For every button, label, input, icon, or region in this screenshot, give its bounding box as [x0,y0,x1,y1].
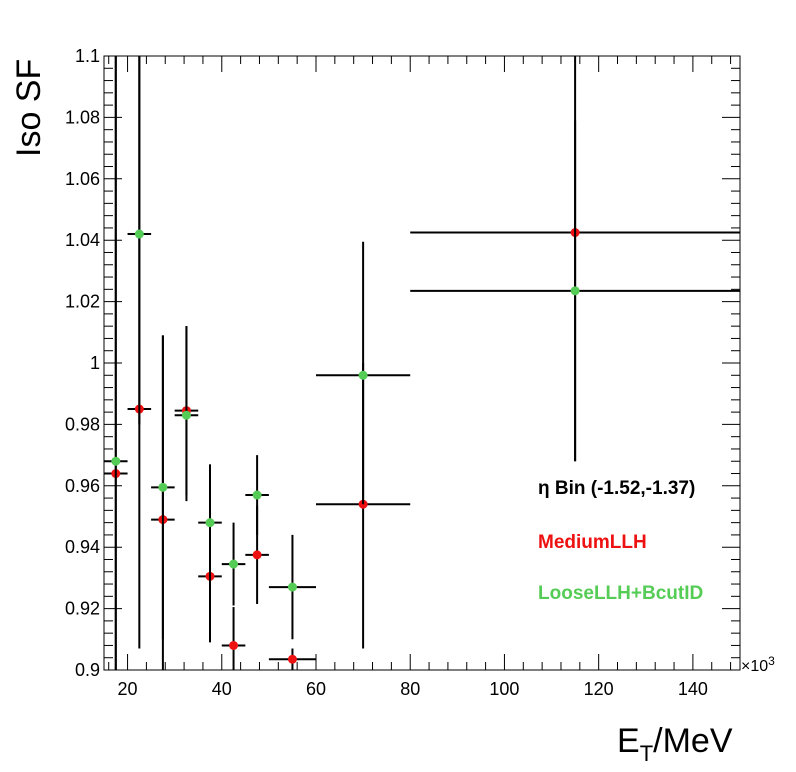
y-tick-label: 1.08 [65,107,100,127]
x-tick-label: 20 [118,679,138,699]
data-point [111,456,121,466]
y-tick-label: 1.1 [75,46,100,66]
data-point [134,229,144,239]
x-axis-multiplier: ×103 [741,654,775,675]
x-axis-ticks: 20 40 60 80 100 120 140 [108,56,732,699]
data-point [158,482,168,492]
x-axis-multiplier-exponent: 3 [768,654,775,668]
y-tick-label: 1.02 [65,292,100,312]
y-tick-label: 0.92 [65,599,100,619]
series-loosellh-bcutid [104,56,740,670]
data-point [570,286,580,296]
x-tick-label: 60 [306,679,326,699]
legend-mediumllh: MediumLLH [538,532,647,553]
y-tick-label: 1.04 [65,230,100,250]
y-tick-label: 0.98 [65,414,100,434]
x-tick-label: 140 [678,679,708,699]
x-axis-title: ET/MeV [617,722,733,766]
legend-loosellh-bcutid: LooseLLH+BcutID [538,583,703,604]
data-point [252,550,262,560]
y-tick-label: 1 [90,353,100,373]
data-point [358,370,368,380]
series-layer [104,56,740,670]
data-point [229,559,239,569]
y-axis-ticks: 0.9 0.92 0.94 0.96 0.98 1 1.02 1.04 1.06 1.08 1.1 [65,46,740,680]
x-axis-title-sub: T [640,741,653,766]
data-point [287,654,297,664]
data-point [205,518,215,528]
x-axis-multiplier-base: ×10 [741,658,768,675]
x-axis-title-rest: /MeV [653,722,733,760]
eta-bin-annotation: η Bin (-1.52,-1.37) [538,478,695,499]
data-point [181,410,191,420]
data-point [252,490,262,500]
data-point [287,582,297,592]
series-mediumllh [104,56,740,670]
x-tick-label: 120 [584,679,614,699]
y-tick-label: 0.94 [65,537,100,557]
y-tick-label: 0.9 [75,660,100,680]
x-axis-title-main: E [617,722,640,760]
data-point [229,640,239,650]
x-tick-label: 40 [212,679,232,699]
plot-frame [103,55,741,671]
y-tick-label: 1.06 [65,169,100,189]
x-tick-label: 100 [489,679,519,699]
y-tick-label: 0.96 [65,476,100,496]
x-tick-label: 80 [400,679,420,699]
y-axis-title: Iso SF [10,59,48,157]
